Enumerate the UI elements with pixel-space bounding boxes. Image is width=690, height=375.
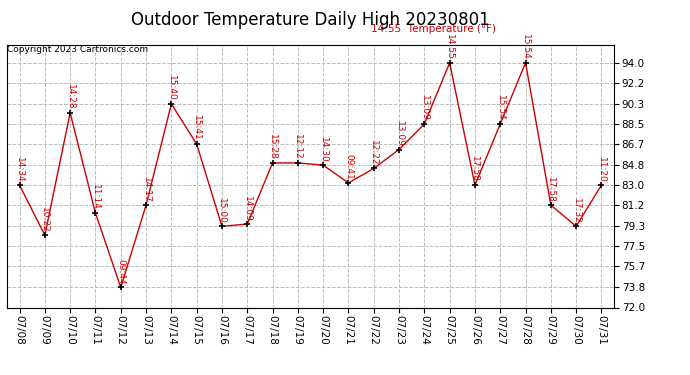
Text: 14:28: 14:28 xyxy=(66,84,75,110)
Text: 15:54: 15:54 xyxy=(521,34,530,60)
Text: Copyright 2023 Cartronics.com: Copyright 2023 Cartronics.com xyxy=(7,45,148,54)
Text: 12:12: 12:12 xyxy=(293,135,302,160)
Text: 14:55: 14:55 xyxy=(445,34,454,60)
Text: 13:09: 13:09 xyxy=(420,95,429,121)
Text: 15:41: 15:41 xyxy=(192,116,201,141)
Text: 09:41: 09:41 xyxy=(344,154,353,180)
Text: 10:22: 10:22 xyxy=(40,207,50,232)
Text: 14:34: 14:34 xyxy=(15,157,24,182)
Text: 15:00: 15:00 xyxy=(217,198,226,223)
Text: 15:28: 15:28 xyxy=(268,134,277,160)
Text: 15:40: 15:40 xyxy=(167,75,176,101)
Text: 17:58: 17:58 xyxy=(471,156,480,182)
Text: 11:20: 11:20 xyxy=(597,157,606,182)
Text: 14:55  Temperature (°F): 14:55 Temperature (°F) xyxy=(371,24,496,34)
Text: Outdoor Temperature Daily High 20230801: Outdoor Temperature Daily High 20230801 xyxy=(131,11,490,29)
Text: 15:54: 15:54 xyxy=(495,96,505,121)
Text: 17:32: 17:32 xyxy=(571,198,581,223)
Text: 14:09: 14:09 xyxy=(243,195,252,221)
Text: 09:44: 09:44 xyxy=(116,259,126,285)
Text: 13:09: 13:09 xyxy=(395,121,404,147)
Text: 17:58: 17:58 xyxy=(546,177,555,203)
Text: 14:30: 14:30 xyxy=(319,136,328,162)
Text: 11:14: 11:14 xyxy=(91,184,100,210)
Text: 14:17: 14:17 xyxy=(141,177,150,203)
Text: 12:22: 12:22 xyxy=(369,140,378,166)
